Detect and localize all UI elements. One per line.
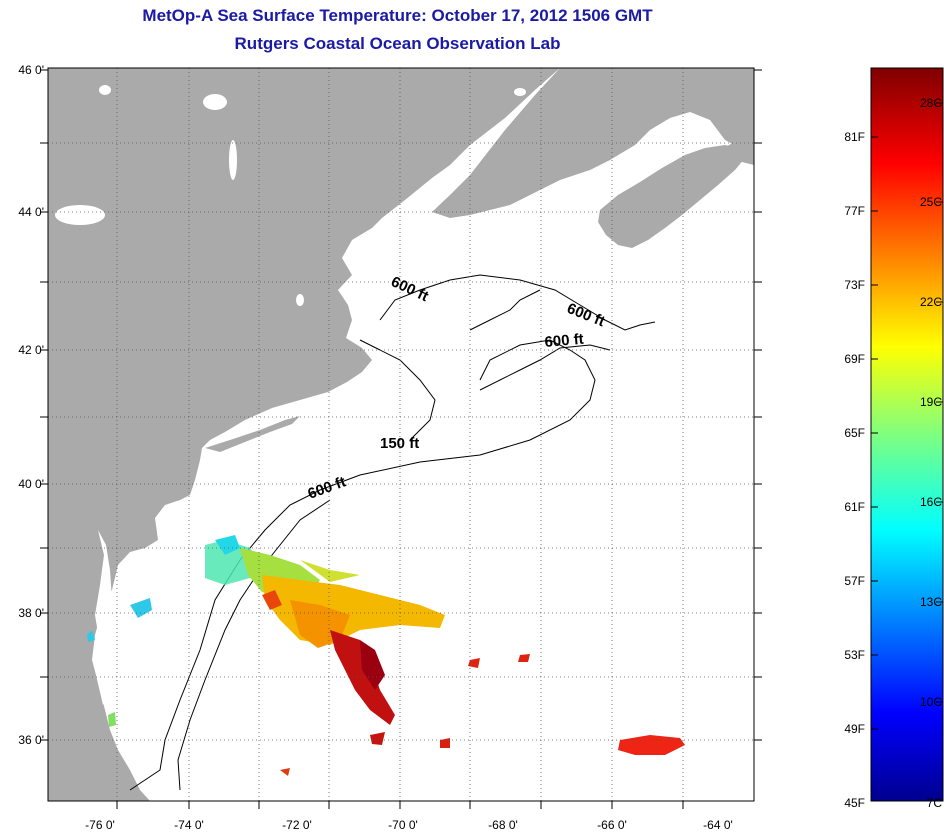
colorbar-c-label: 10C [920, 695, 942, 709]
map-frame [47, 67, 755, 802]
lon-label: -76 0' [85, 818, 115, 832]
map-subtitle: Rutgers Coastal Ocean Observation Lab [234, 34, 561, 53]
lake [296, 294, 304, 306]
colorbar-f-label: 57F [844, 574, 865, 588]
lat-label: 36 0' [18, 733, 44, 747]
lake [99, 85, 111, 95]
lon-label: -72 0' [282, 818, 312, 832]
colorbar-c-label: 19C [920, 395, 942, 409]
lon-label: -64 0' [703, 818, 733, 832]
map-grid [48, 68, 754, 801]
colorbar-c-label: 7C [927, 796, 943, 810]
lat-label: 38 0' [18, 606, 44, 620]
colorbar-f-label: 77F [844, 204, 865, 218]
lake [229, 140, 237, 180]
colorbar-ticks [871, 102, 943, 730]
delaware-bay [132, 548, 150, 600]
depth-contours [129, 274, 656, 791]
depth-label: 150 ft [380, 435, 419, 452]
map-ticks [40, 69, 762, 809]
lat-label: 44 0' [18, 205, 44, 219]
colorbar-c-label: 22C [920, 295, 942, 309]
lon-label: -70 0' [388, 818, 418, 832]
colorbar [870, 67, 944, 802]
map-title: MetOp-A Sea Surface Temperature: October… [142, 6, 653, 25]
colorbar-f-label: 49F [844, 722, 865, 736]
lon-label: -68 0' [488, 818, 518, 832]
lake [514, 88, 526, 96]
lon-label: -74 0' [174, 818, 204, 832]
colorbar-f-label: 73F [844, 278, 865, 292]
lat-label: 46 0' [18, 63, 44, 77]
colorbar-c-label: 16C [920, 495, 942, 509]
colorbar-f-label: 81F [844, 130, 865, 144]
colorbar-c-label: 28C [920, 96, 942, 110]
chesapeake-bay [95, 530, 112, 705]
cape-breton [720, 132, 754, 165]
lat-label: 42 0' [18, 343, 44, 357]
lat-label: 40 0' [18, 477, 44, 491]
long-island [205, 416, 300, 452]
lon-label: -66 0' [597, 818, 627, 832]
nova-scotia [598, 145, 745, 248]
lake [55, 205, 105, 225]
us-mainland [48, 68, 560, 801]
colorbar-c-label: 25C [920, 195, 942, 209]
colorbar-f-label: 53F [844, 648, 865, 662]
colorbar-f-label: 69F [844, 352, 865, 366]
colorbar-c-label: 13C [920, 595, 942, 609]
depth-label: 600 ft [544, 331, 585, 351]
colorbar-f-label: 65F [844, 426, 865, 440]
colorbar-f-label: 45F [844, 796, 865, 810]
colorbar-f-label: 61F [844, 500, 865, 514]
lake [203, 94, 227, 110]
